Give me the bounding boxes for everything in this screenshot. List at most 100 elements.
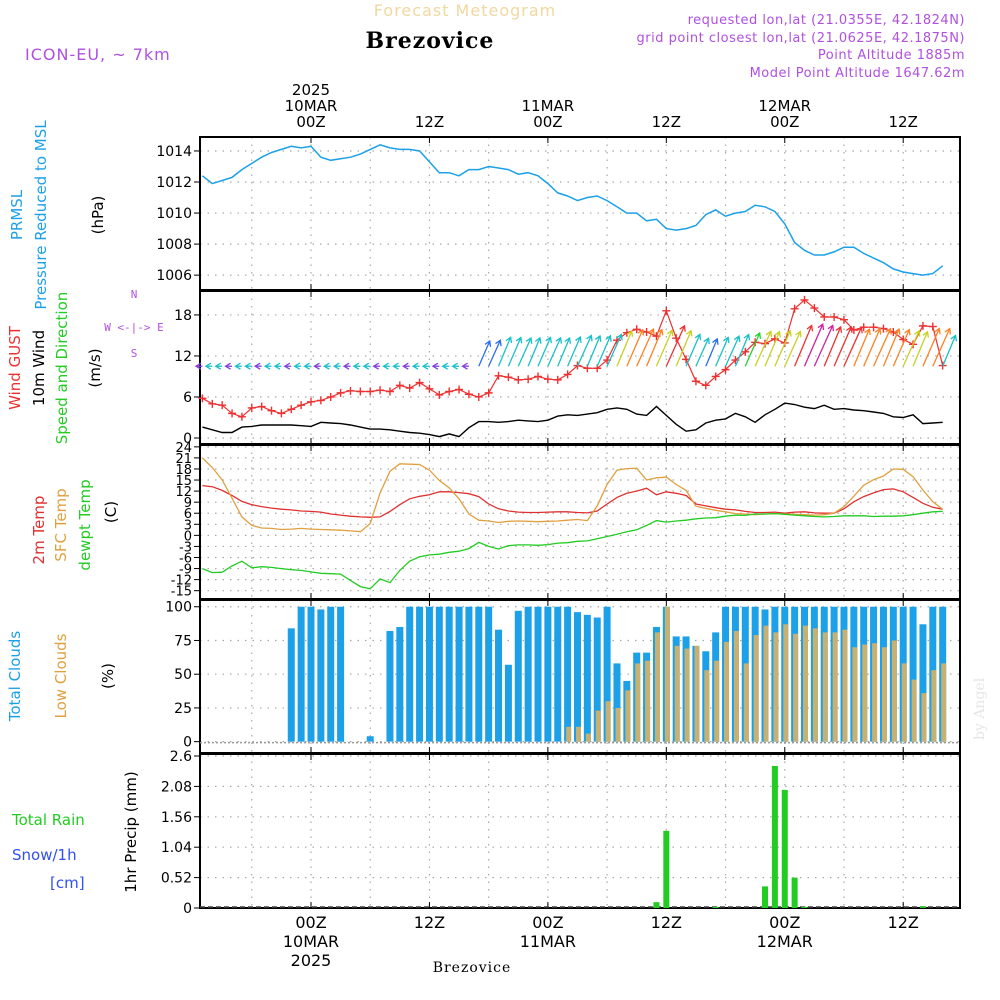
wind-arrow — [451, 362, 460, 370]
time-label-top: 00Z — [533, 113, 562, 131]
time-label-top: 11MAR — [522, 97, 575, 115]
wind-arrow-head — [666, 329, 674, 337]
wind-arrow — [507, 336, 523, 367]
wind-arrow-head — [575, 335, 582, 343]
gust-marker — [228, 409, 237, 418]
wind-arrow — [922, 327, 941, 367]
gust-marker — [869, 323, 878, 332]
wind-arrow-head — [534, 336, 542, 344]
total-cloud-bar — [554, 606, 562, 742]
y-tick-label: 0.52 — [161, 871, 192, 887]
gust-marker — [326, 392, 335, 401]
wind-arrow — [872, 327, 892, 367]
footer-station: Brezovice — [433, 960, 512, 976]
wind-arrow-shaft — [764, 331, 781, 367]
y-tick-label: 12 — [174, 349, 192, 365]
wind-arrow-head — [495, 339, 502, 347]
low-cloud-bar — [862, 644, 868, 742]
dewpt-line — [202, 510, 943, 590]
wind-speed-line — [202, 402, 943, 438]
wind-arrow — [882, 327, 901, 367]
wind-arrow-shaft — [892, 329, 910, 367]
wind-arrow-head — [743, 333, 751, 341]
wind-arrow-head — [411, 362, 419, 370]
t2m-label: 2m Temp — [30, 496, 48, 565]
gust-marker — [810, 304, 819, 313]
prmsl-line — [201, 143, 944, 276]
wind-arrow — [557, 336, 572, 367]
wind-arrow-shaft — [606, 334, 622, 367]
gust-marker — [218, 401, 227, 410]
low-clouds-label: Low Clouds — [52, 633, 70, 718]
wind-arrow — [724, 335, 741, 367]
gust-marker — [247, 403, 256, 412]
wind-arrow-head — [648, 327, 655, 335]
y-tick-label: -9 — [179, 563, 192, 578]
gust-marker — [820, 312, 829, 321]
point-altitude: Point Altitude 1885m — [818, 48, 965, 63]
gust-marker — [356, 387, 365, 396]
wind-arrow — [441, 362, 450, 370]
wind-arrow-shaft — [478, 340, 491, 367]
y-tick-label: 24 — [175, 441, 192, 456]
wind-arrow-head — [421, 362, 429, 370]
wind-arrow-head — [785, 329, 792, 337]
wind-arrow-shaft — [863, 328, 881, 367]
dewpt-label: dewpt Temp — [76, 479, 94, 570]
wind-arrow — [547, 336, 562, 367]
wind-arrow-shaft — [942, 335, 957, 367]
y-tick-label: 1006 — [156, 268, 192, 284]
wind-arrow-shaft — [507, 337, 522, 367]
low-cloud-bar — [812, 628, 818, 742]
time-label-bottom: 12Z — [414, 913, 445, 932]
gust-marker — [464, 390, 473, 399]
precip-bar — [919, 906, 926, 908]
time-label-top: 12Z — [652, 113, 681, 131]
gust-marker — [198, 394, 207, 403]
wind-arrow-head — [461, 362, 468, 370]
wind-arrow — [204, 362, 213, 370]
wind-arrow — [214, 362, 223, 370]
wind-arrow-head — [214, 362, 222, 370]
wind-arrow-head — [703, 337, 710, 345]
wind-arrow-shaft — [922, 328, 940, 367]
wind-arrow — [606, 333, 623, 367]
total-cloud-bar — [504, 664, 512, 742]
wind-arrow-head — [694, 333, 702, 341]
wind-arrow — [382, 362, 390, 370]
compass-we: W <-|-> E — [104, 321, 164, 334]
wind-arrow — [362, 362, 371, 370]
wind-arrow-shaft — [576, 335, 592, 367]
total-cloud-bar — [909, 606, 917, 742]
y-tick-label: -6 — [179, 551, 192, 566]
wind-arrow-shaft — [596, 335, 611, 367]
forecast-title: Forecast Meteogram — [374, 1, 556, 20]
wind-arrow-shaft — [567, 336, 581, 367]
wind-arrow — [784, 330, 802, 367]
total-cloud-bar — [337, 606, 345, 742]
wind-desc-label: Speed and Direction — [53, 292, 71, 445]
total-cloud-bar — [495, 629, 503, 742]
time-label-bottom: 00Z — [769, 913, 800, 932]
low-cloud-bar — [615, 707, 621, 742]
gust-marker — [346, 386, 355, 395]
gust-marker — [287, 405, 296, 414]
wind-arrow — [902, 329, 921, 367]
wind-arrow-head — [431, 362, 439, 370]
gust-marker — [563, 370, 572, 379]
wind-arrow-head — [441, 362, 449, 370]
wind-arrow-head — [827, 324, 835, 332]
gust-marker — [316, 396, 325, 405]
wind-arrow-shaft — [715, 337, 729, 367]
wind-arrow-head — [712, 337, 719, 345]
time-label-top: 12Z — [889, 113, 918, 131]
gust-marker — [297, 401, 306, 410]
wind-arrow-head — [244, 362, 251, 370]
wind-arrow-head — [342, 362, 350, 370]
wind-arrow — [527, 336, 542, 367]
low-cloud-bar — [872, 643, 878, 742]
wind-arrow-head — [765, 330, 773, 338]
total-cloud-bar — [544, 606, 552, 742]
total-cloud-bar — [287, 628, 295, 742]
